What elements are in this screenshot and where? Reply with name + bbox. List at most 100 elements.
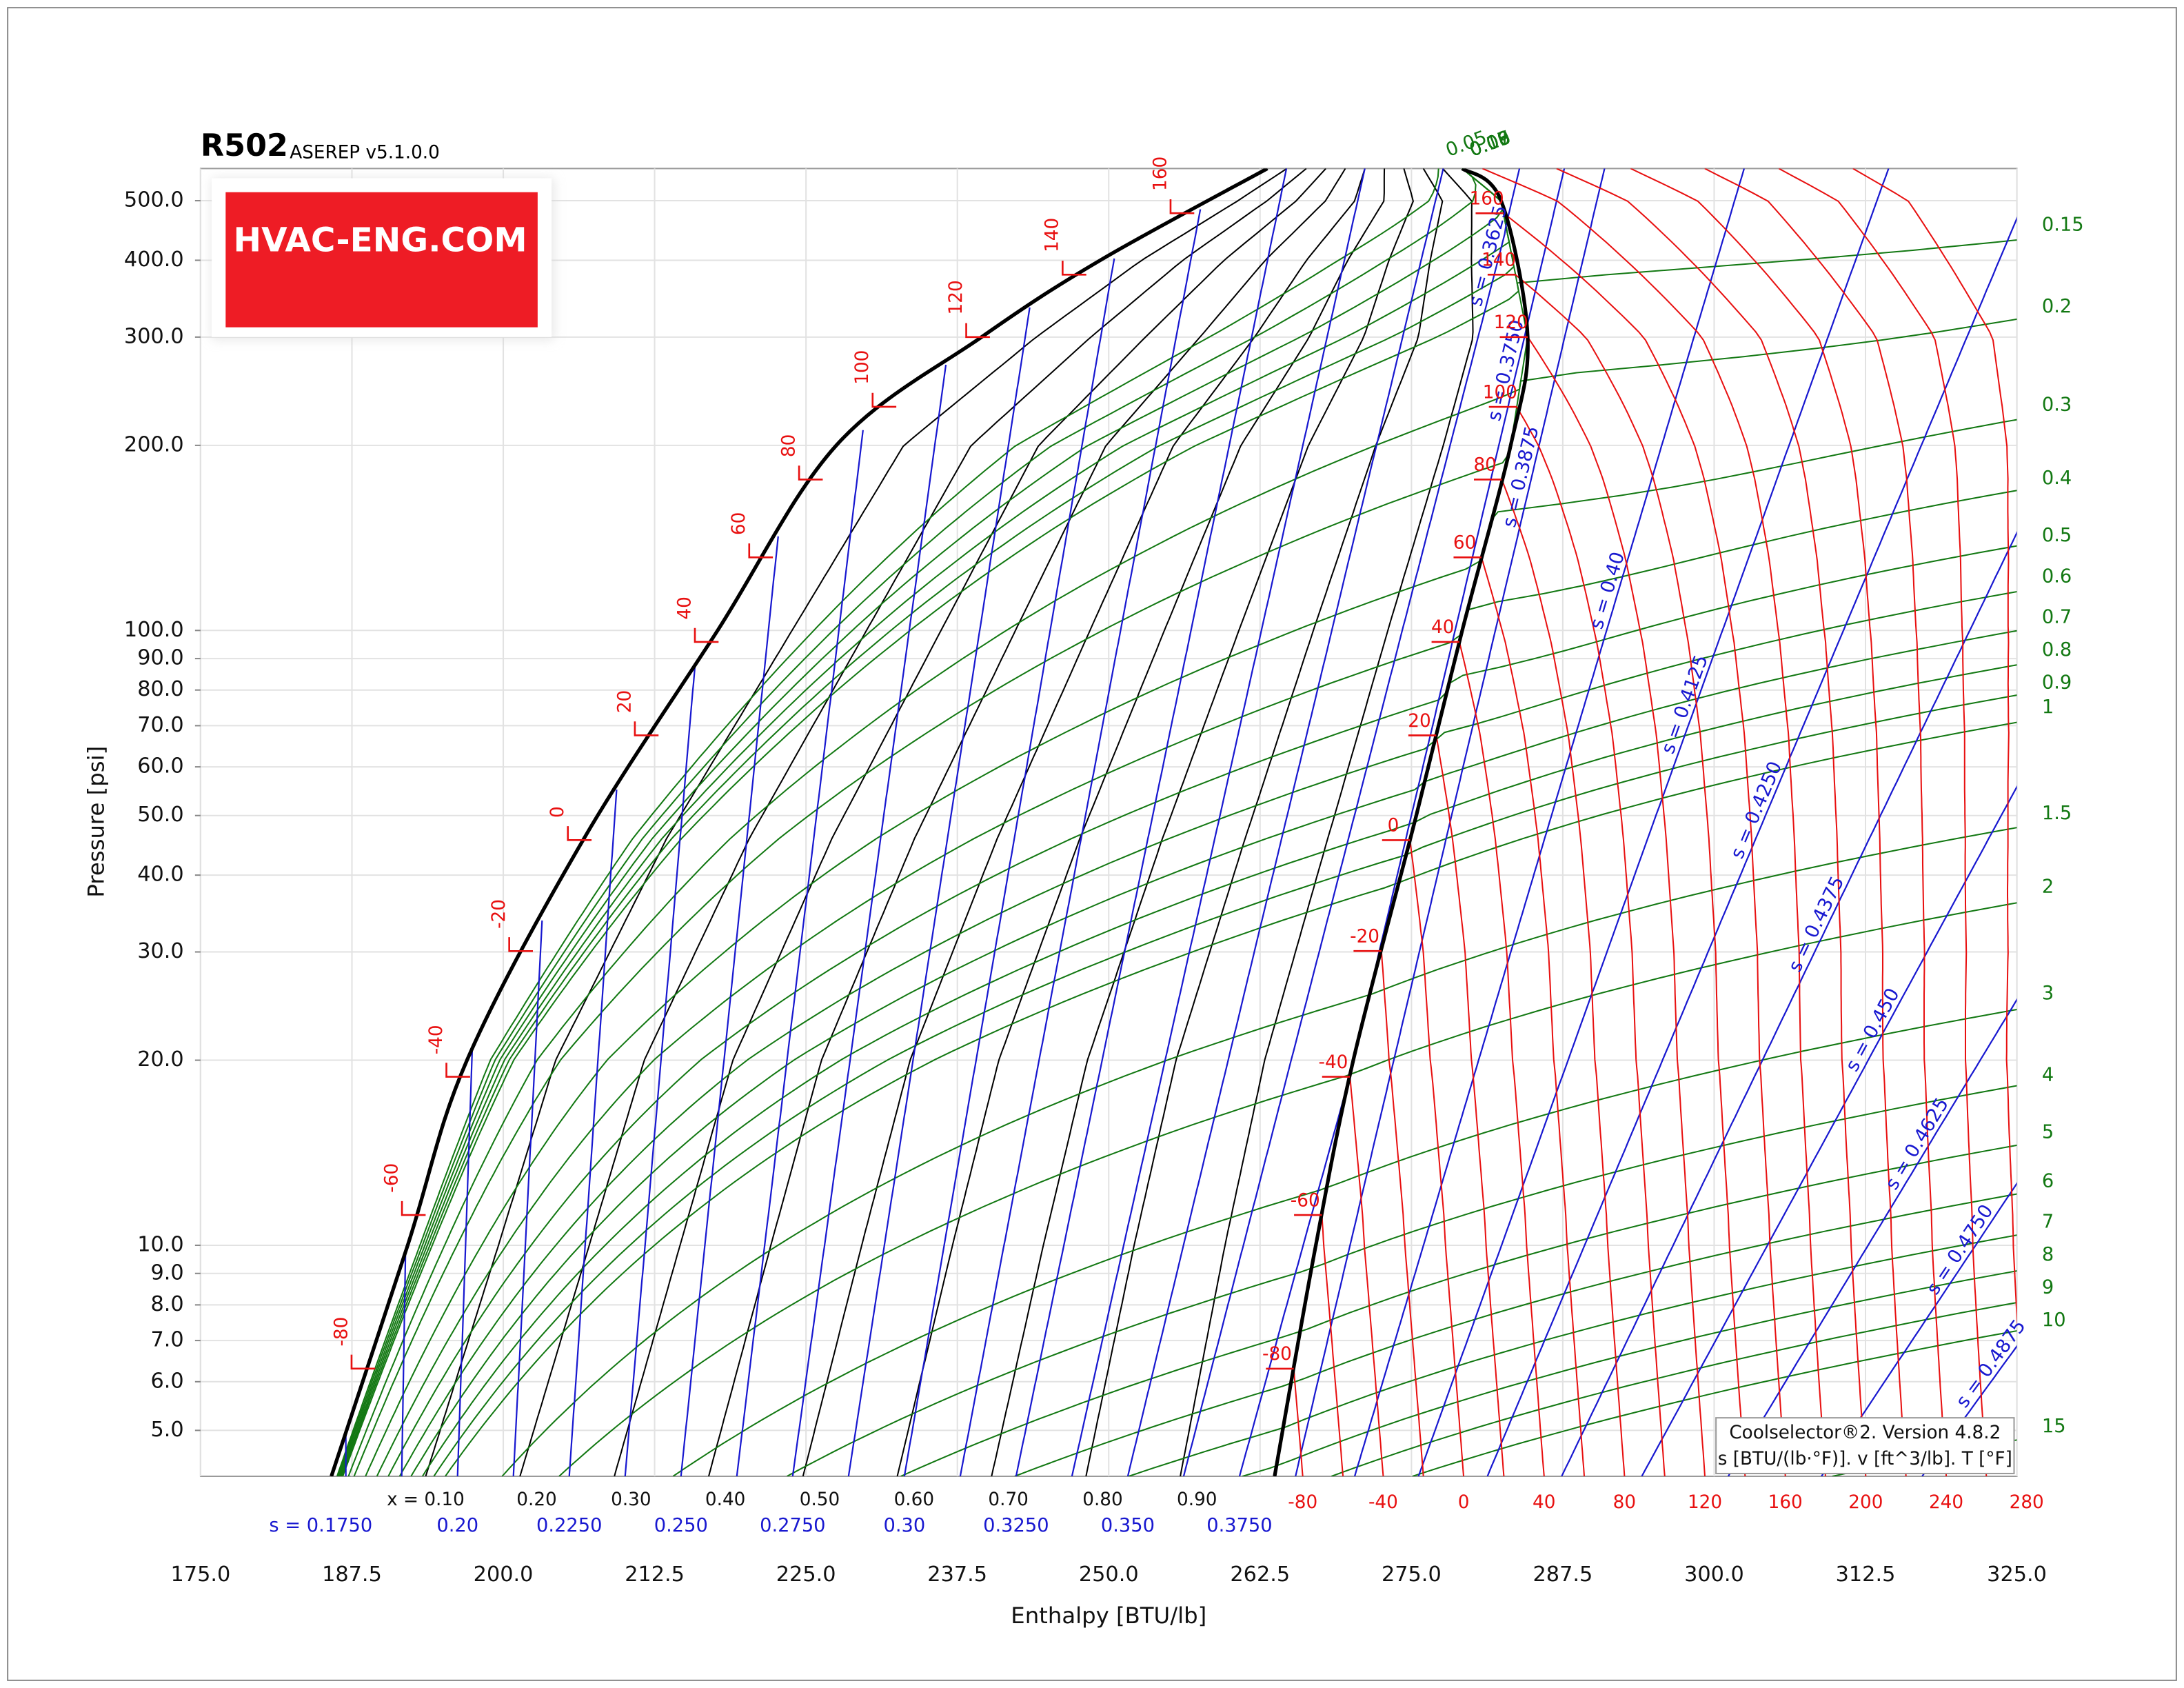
isentrope-line xyxy=(1641,785,2017,1476)
isochore-label: 2 xyxy=(2042,876,2054,898)
saturation-label: 0 xyxy=(1388,816,1399,836)
saturation-label: 20 xyxy=(1408,711,1430,732)
isotherm-line xyxy=(1515,274,1746,1476)
isochore-label: 10 xyxy=(2042,1309,2066,1331)
y-tick-label: 5.0 xyxy=(150,1418,183,1442)
saturation-label: 160 xyxy=(1150,157,1171,191)
isochore-label: 0.5 xyxy=(2042,525,2072,546)
isotherm-line xyxy=(1435,735,1505,1476)
y-tick-label: 60.0 xyxy=(137,754,183,778)
x-tick-label: 187.5 xyxy=(322,1563,382,1587)
info-frame xyxy=(1715,1417,2015,1474)
isochore-label: 0.4 xyxy=(2042,468,2072,489)
quality-label: 0.60 xyxy=(894,1489,934,1510)
info-line: s [BTU/(lb·°F)]. v [ft^3/lb]. T [°F] xyxy=(1718,1449,2012,1469)
isotherm-line xyxy=(1321,1215,1344,1476)
y-tick-label: 30.0 xyxy=(137,939,183,963)
quality-label: 0.20 xyxy=(516,1489,556,1510)
chart-subtitle: ASEREP v5.1.0.0 xyxy=(290,143,440,163)
isochore-line xyxy=(365,419,2017,1476)
isochore-line xyxy=(787,1085,2017,1476)
saturation-curve xyxy=(1273,168,1530,1476)
isochore-line xyxy=(445,721,2017,1476)
isotherm-line xyxy=(1293,1368,1304,1476)
quality-label: 0.80 xyxy=(1082,1489,1122,1510)
isochore-label: 0.9 xyxy=(2042,672,2072,693)
saturation-label: 100 xyxy=(1483,382,1517,403)
y-tick-label: 70.0 xyxy=(137,713,183,737)
isochore-line xyxy=(376,490,2017,1476)
saturation-label: -20 xyxy=(489,899,509,929)
isentrope-line xyxy=(401,1255,407,1476)
saturation-label: 80 xyxy=(778,434,799,457)
isentrope-line xyxy=(1486,217,2017,1476)
saturation-label: 80 xyxy=(1473,455,1496,476)
isentrope-line xyxy=(568,790,618,1476)
isentrope-label: 0.350 xyxy=(1101,1515,1155,1536)
x-tick-label: 325.0 xyxy=(1987,1563,2047,1587)
isotherm-line xyxy=(1778,168,1988,1476)
saturation-marker xyxy=(350,1354,376,1370)
isochore-label: 9 xyxy=(2042,1277,2054,1298)
saturation-marker xyxy=(1169,199,1195,214)
saturation-label: -60 xyxy=(381,1163,402,1193)
saturation-label: 40 xyxy=(674,596,695,619)
x-tick-label: 275.0 xyxy=(1382,1563,1442,1587)
saturation-label: 140 xyxy=(1482,250,1516,271)
isotherm-line xyxy=(1409,840,1465,1476)
isochore-label: 7 xyxy=(2042,1212,2054,1233)
isochore-label: 1 xyxy=(2042,696,2054,718)
isochore-line xyxy=(342,168,1519,1476)
saturation-curve xyxy=(330,168,1268,1476)
isentrope-line xyxy=(680,536,779,1476)
watermark: HVAC-ENG.COM xyxy=(212,178,555,340)
x-tick-label: 250.0 xyxy=(1079,1563,1139,1587)
isochore-label: 0.7 xyxy=(2042,607,2072,628)
y-tick-label: 400.0 xyxy=(124,248,184,272)
isotherm-line xyxy=(1482,168,1826,1476)
quality-label: x = 0.10 xyxy=(387,1489,465,1510)
saturation-marker xyxy=(445,1063,470,1078)
y-tick-label: 200.0 xyxy=(124,432,184,456)
isentrope-line xyxy=(1182,168,1521,1476)
x-tick-label: 287.5 xyxy=(1533,1563,1593,1587)
isochore-label: 1.5 xyxy=(2042,803,2072,824)
isochore-line xyxy=(337,168,1477,1476)
isochore-label: 0.15 xyxy=(2042,214,2084,236)
isentrope-line xyxy=(1821,1182,2017,1476)
isochore-line xyxy=(433,694,2017,1476)
saturation-label: 140 xyxy=(1042,218,1063,252)
y-tick-label: 300.0 xyxy=(124,324,184,348)
isochore-label: 0.3 xyxy=(2042,394,2072,415)
y-tick-label: 9.0 xyxy=(150,1260,183,1285)
saturation-label: -40 xyxy=(1318,1052,1348,1073)
isentrope-label: 0.2750 xyxy=(760,1515,825,1536)
saturation-marker xyxy=(401,1200,426,1216)
isochore-line xyxy=(387,545,2017,1476)
quality-line xyxy=(991,168,1414,1476)
saturation-label: 20 xyxy=(614,690,635,713)
isochore-line xyxy=(501,827,2017,1476)
isentrope-label: 0.20 xyxy=(436,1515,478,1536)
x-tick-label: 312.5 xyxy=(1836,1563,1896,1587)
quality-label: 0.70 xyxy=(988,1489,1028,1510)
isochore-label: 6 xyxy=(2042,1170,2054,1192)
isochore-line xyxy=(339,168,1510,1476)
isentrope-line xyxy=(1727,998,2017,1476)
watermark-text: HVAC-ENG.COM xyxy=(234,221,527,259)
x-tick-label: 212.5 xyxy=(625,1563,685,1587)
x-tick-label: 200.0 xyxy=(474,1563,534,1587)
saturation-marker xyxy=(508,937,534,952)
isochore-label: 0.6 xyxy=(2042,565,2072,587)
isentrope-line xyxy=(903,258,1115,1476)
isentrope-line xyxy=(959,209,1202,1476)
isotherm-line xyxy=(1349,1076,1384,1476)
saturation-marker xyxy=(871,392,897,408)
saturation-marker xyxy=(694,627,719,643)
saturation-label: 60 xyxy=(1453,533,1476,554)
y-tick-label: 10.0 xyxy=(137,1232,183,1256)
isentrope-line xyxy=(736,430,864,1476)
isentrope-line xyxy=(847,307,1031,1476)
saturation-marker xyxy=(567,826,592,841)
